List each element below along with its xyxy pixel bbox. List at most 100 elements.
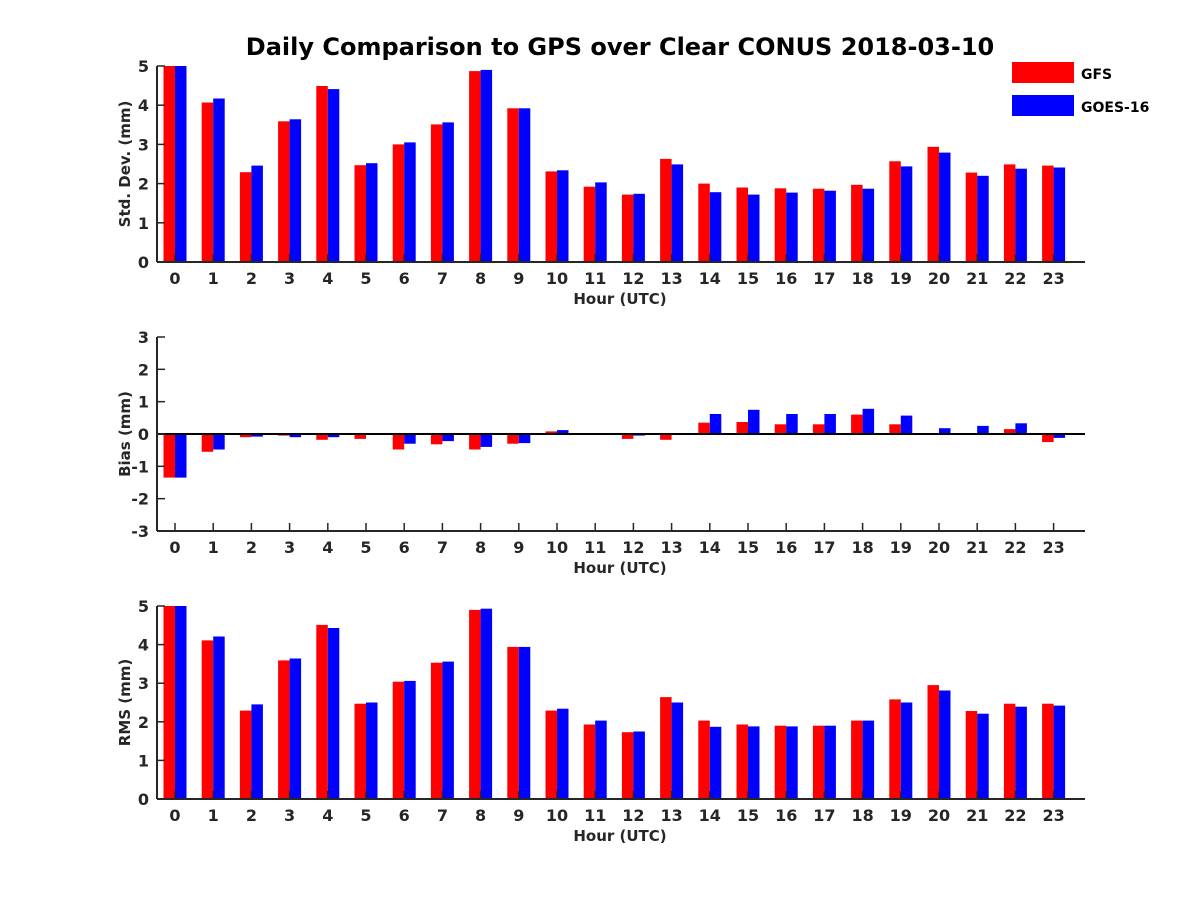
bar-rms-gfs-1 [201,640,214,799]
x-tick-label-rms-8: 8 [475,806,486,825]
bar-bias-gfs-19 [889,424,901,434]
x-tick-label-rms-19: 19 [890,806,912,825]
bar-bias-goes16-19 [900,415,913,434]
y-tick-label-bias-0: 0 [138,425,149,444]
y-tick-label-rms-1: 1 [138,751,149,770]
x-tick-label-bias-3: 3 [284,538,295,557]
x-tick-label-bias-5: 5 [360,538,371,557]
bar-rms-goes16-21 [977,713,989,799]
bar-bias-goes16-22 [1015,423,1027,434]
bar-rms-gfs-17 [812,725,825,799]
x-tick-label-rms-7: 7 [437,806,448,825]
legend-swatch-gfs [1012,62,1074,83]
x-tick-label-bias-20: 20 [928,538,950,557]
bar-bias-gfs-5 [354,434,366,439]
bar-bias-gfs-12 [621,434,634,439]
bar-stddev-gfs-15 [736,187,748,262]
bar-stddev-gfs-14 [698,183,710,262]
x-tick-label-bias-23: 23 [1042,538,1064,557]
bar-rms-gfs-7 [430,662,443,799]
bar-rms-goes16-2 [251,704,263,799]
bar-bias-gfs-16 [774,424,787,434]
x-tick-label-rms-20: 20 [928,806,950,825]
x-tick-label-rms-4: 4 [322,806,333,825]
bar-rms-gfs-14 [698,720,710,799]
bar-stddev-gfs-21 [965,172,978,262]
x-tick-label-stddev-4: 4 [322,269,333,288]
x-tick-label-bias-22: 22 [1004,538,1026,557]
x-tick-label-bias-17: 17 [813,538,835,557]
bar-stddev-goes16-23 [1053,167,1066,262]
bar-rms-goes16-19 [900,702,913,799]
bar-stddev-goes16-11 [595,182,607,262]
x-tick-label-stddev-7: 7 [437,269,448,288]
bar-rms-gfs-5 [354,703,366,799]
bar-stddev-gfs-22 [1003,164,1016,262]
y-tick-label-rms-5: 5 [138,597,149,616]
x-tick-label-bias-21: 21 [966,538,988,557]
bar-rms-goes16-11 [595,720,607,799]
x-tick-label-stddev-5: 5 [360,269,371,288]
x-tick-label-stddev-21: 21 [966,269,988,288]
bar-bias-gfs-14 [698,422,710,434]
bar-rms-gfs-6 [392,681,405,799]
y-axis-label-rms: RMS (mm) [116,659,134,746]
bar-rms-goes16-12 [633,731,645,799]
bar-stddev-gfs-2 [239,172,252,262]
bar-rms-goes16-16 [786,726,798,799]
bar-bias-gfs-0 [163,434,175,478]
x-tick-label-rms-13: 13 [660,806,682,825]
bar-rms-gfs-15 [736,724,748,799]
bar-bias-goes16-14 [709,414,722,434]
bar-stddev-gfs-7 [430,124,443,263]
bar-rms-gfs-12 [621,732,634,799]
bar-bias-gfs-2 [239,434,252,438]
x-tick-label-stddev-14: 14 [699,269,721,288]
bar-bias-gfs-18 [851,414,863,434]
x-tick-label-rms-5: 5 [360,806,371,825]
x-tick-label-bias-4: 4 [322,538,333,557]
x-tick-label-rms-14: 14 [699,806,721,825]
bar-stddev-goes16-14 [709,192,722,262]
bar-bias-gfs-10 [545,431,557,434]
x-tick-label-bias-16: 16 [775,538,797,557]
x-tick-label-stddev-11: 11 [584,269,606,288]
chart-title: Daily Comparison to GPS over Clear CONUS… [246,33,994,61]
x-tick-label-stddev-6: 6 [399,269,410,288]
x-tick-label-stddev-17: 17 [813,269,835,288]
bar-rms-gfs-21 [965,711,978,799]
y-tick-label-stddev-2: 2 [138,175,149,194]
bar-bias-goes16-21 [977,425,989,434]
bar-stddev-gfs-8 [469,71,481,262]
bar-stddev-goes16-21 [977,175,989,262]
bar-rms-gfs-18 [851,720,863,799]
bar-bias-gfs-22 [1003,429,1016,434]
bar-stddev-gfs-9 [507,108,519,262]
x-tick-label-rms-2: 2 [246,806,257,825]
bar-rms-gfs-19 [889,699,901,799]
bar-rms-goes16-17 [824,725,836,799]
y-tick-label-stddev-3: 3 [138,135,149,154]
x-tick-label-rms-16: 16 [775,806,797,825]
bar-stddev-gfs-3 [278,121,290,262]
bar-rms-gfs-16 [774,725,787,799]
bar-stddev-goes16-3 [289,119,302,262]
x-tick-label-stddev-18: 18 [851,269,873,288]
bar-bias-goes16-15 [748,409,760,435]
bar-stddev-gfs-1 [201,102,214,262]
bar-stddev-gfs-17 [812,188,825,262]
x-tick-label-rms-18: 18 [851,806,873,825]
x-tick-label-rms-22: 22 [1004,806,1026,825]
x-tick-label-bias-14: 14 [699,538,721,557]
x-tick-label-bias-13: 13 [660,538,682,557]
y-tick-label-stddev-0: 0 [138,253,149,272]
bar-bias-goes16-4 [327,434,340,438]
bar-stddev-gfs-12 [621,194,634,262]
x-tick-label-stddev-13: 13 [660,269,682,288]
y-tick-label-bias-1: 1 [138,393,149,412]
bar-rms-goes16-3 [289,658,302,799]
x-tick-label-rms-3: 3 [284,806,295,825]
